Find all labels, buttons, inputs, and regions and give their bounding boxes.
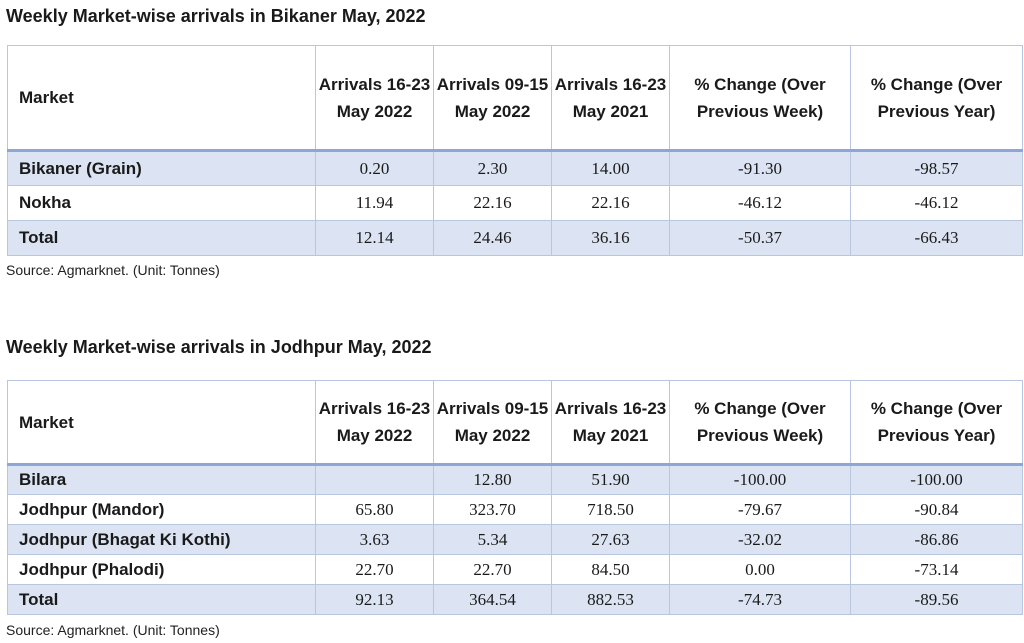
cell-value: 65.80 xyxy=(315,494,434,525)
cell-value: 2.30 xyxy=(433,150,552,186)
cell-value: -100.00 xyxy=(850,464,1023,495)
bikaner-arrivals-table: Market Arrivals 16-23 May 2022 Arrivals … xyxy=(7,45,1023,256)
table-row: Nokha 11.94 22.16 22.16 -46.12 -46.12 xyxy=(7,185,1023,221)
cell-value: 22.70 xyxy=(433,554,552,585)
header-change-previous-week: % Change (Over Previous Week) xyxy=(669,45,851,151)
jodhpur-arrivals-table: Market Arrivals 16-23 May 2022 Arrivals … xyxy=(7,380,1023,615)
cell-value: 84.50 xyxy=(551,554,670,585)
cell-value: 24.46 xyxy=(433,220,552,256)
cell-value: 0.00 xyxy=(669,554,851,585)
cell-value: 12.80 xyxy=(433,464,552,495)
cell-value: 92.13 xyxy=(315,584,434,615)
cell-value: 22.16 xyxy=(433,185,552,221)
market-name: Jodhpur (Mandor) xyxy=(7,494,316,525)
cell-value: -86.86 xyxy=(850,524,1023,555)
header-arrivals-16-23-may-2021: Arrivals 16-23 May 2021 xyxy=(551,380,670,465)
table-header-row: Market Arrivals 16-23 May 2022 Arrivals … xyxy=(7,380,1023,465)
bikaner-source-note: Source: Agmarknet. (Unit: Tonnes) xyxy=(6,262,220,278)
cell-value: -46.12 xyxy=(850,185,1023,221)
cell-value: 36.16 xyxy=(551,220,670,256)
market-name: Jodhpur (Phalodi) xyxy=(7,554,316,585)
cell-value: 11.94 xyxy=(315,185,434,221)
header-arrivals-16-23-may-2022: Arrivals 16-23 May 2022 xyxy=(315,380,434,465)
table-row: Jodhpur (Mandor) 65.80 323.70 718.50 -79… xyxy=(7,494,1023,525)
cell-value: 12.14 xyxy=(315,220,434,256)
table-row: Jodhpur (Phalodi) 22.70 22.70 84.50 0.00… xyxy=(7,554,1023,585)
header-market: Market xyxy=(7,45,316,151)
header-change-previous-year: % Change (Over Previous Year) xyxy=(850,45,1023,151)
market-name: Bilara xyxy=(7,464,316,495)
table-row: Total 12.14 24.46 36.16 -50.37 -66.43 xyxy=(7,220,1023,256)
cell-value: 22.16 xyxy=(551,185,670,221)
header-arrivals-09-15-may-2022: Arrivals 09-15 May 2022 xyxy=(433,45,552,151)
cell-value: 718.50 xyxy=(551,494,670,525)
cell-value: -74.73 xyxy=(669,584,851,615)
jodhpur-table-title: Weekly Market-wise arrivals in Jodhpur M… xyxy=(6,337,432,357)
cell-value: 3.63 xyxy=(315,524,434,555)
table-row: Total 92.13 364.54 882.53 -74.73 -89.56 xyxy=(7,584,1023,615)
cell-value: -73.14 xyxy=(850,554,1023,585)
header-arrivals-16-23-may-2021: Arrivals 16-23 May 2021 xyxy=(551,45,670,151)
header-change-previous-week: % Change (Over Previous Week) xyxy=(669,380,851,465)
market-name: Total xyxy=(7,220,316,256)
market-name: Nokha xyxy=(7,185,316,221)
cell-value: 5.34 xyxy=(433,524,552,555)
market-name: Bikaner (Grain) xyxy=(7,150,316,186)
table-row: Bikaner (Grain) 0.20 2.30 14.00 -91.30 -… xyxy=(7,150,1023,186)
cell-value: -50.37 xyxy=(669,220,851,256)
cell-value: 27.63 xyxy=(551,524,670,555)
bikaner-table-title: Weekly Market-wise arrivals in Bikaner M… xyxy=(6,6,426,26)
cell-value: -46.12 xyxy=(669,185,851,221)
cell-value: 364.54 xyxy=(433,584,552,615)
header-arrivals-16-23-may-2022: Arrivals 16-23 May 2022 xyxy=(315,45,434,151)
cell-value xyxy=(315,464,434,495)
cell-value: -79.67 xyxy=(669,494,851,525)
market-name: Total xyxy=(7,584,316,615)
header-change-previous-year: % Change (Over Previous Year) xyxy=(850,380,1023,465)
cell-value: 14.00 xyxy=(551,150,670,186)
cell-value: 323.70 xyxy=(433,494,552,525)
table-row: Bilara 12.80 51.90 -100.00 -100.00 xyxy=(7,464,1023,495)
header-arrivals-09-15-may-2022: Arrivals 09-15 May 2022 xyxy=(433,380,552,465)
cell-value: -91.30 xyxy=(669,150,851,186)
cell-value: 51.90 xyxy=(551,464,670,495)
cell-value: -89.56 xyxy=(850,584,1023,615)
cell-value: 22.70 xyxy=(315,554,434,585)
cell-value: 882.53 xyxy=(551,584,670,615)
table-header-row: Market Arrivals 16-23 May 2022 Arrivals … xyxy=(7,45,1023,151)
cell-value: 0.20 xyxy=(315,150,434,186)
cell-value: -32.02 xyxy=(669,524,851,555)
cell-value: -98.57 xyxy=(850,150,1023,186)
cell-value: -100.00 xyxy=(669,464,851,495)
jodhpur-source-note: Source: Agmarknet. (Unit: Tonnes) xyxy=(6,622,220,638)
header-market: Market xyxy=(7,380,316,465)
cell-value: -66.43 xyxy=(850,220,1023,256)
table-row: Jodhpur (Bhagat Ki Kothi) 3.63 5.34 27.6… xyxy=(7,524,1023,555)
cell-value: -90.84 xyxy=(850,494,1023,525)
market-name: Jodhpur (Bhagat Ki Kothi) xyxy=(7,524,316,555)
